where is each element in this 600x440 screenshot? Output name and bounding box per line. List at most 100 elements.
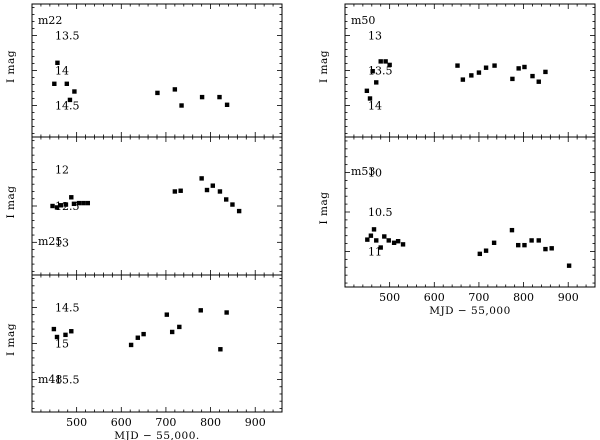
data-point (529, 238, 534, 243)
data-point (400, 242, 406, 247)
data-point (50, 203, 55, 209)
data-point (198, 308, 203, 313)
data-point (199, 176, 204, 181)
x-tick-label: 900 (558, 291, 579, 304)
data-point (76, 200, 82, 206)
data-point (141, 331, 146, 337)
y-axis-label: I mag (318, 50, 330, 83)
x-tick-label: 600 (424, 291, 445, 304)
data-point (383, 59, 388, 64)
y-tick-label: 13.5 (55, 30, 80, 43)
y-tick-label: 11 (368, 245, 382, 258)
data-point (395, 239, 401, 244)
data-point (483, 65, 489, 70)
y-tick-label: 14.5 (55, 100, 80, 113)
data-point (516, 66, 521, 71)
y-tick-label: 14.5 (55, 301, 80, 314)
data-point (378, 245, 383, 250)
data-point (543, 246, 548, 252)
y-tick-label: 14 (368, 100, 382, 113)
data-point (224, 102, 230, 107)
data-point (364, 88, 370, 93)
data-point (223, 197, 229, 202)
data-point (63, 332, 68, 338)
x-tick-label: 800 (513, 291, 534, 304)
data-point (469, 73, 474, 78)
data-point (391, 240, 397, 245)
data-point (85, 200, 91, 206)
y-axis-label: I mag (5, 186, 17, 219)
data-point (81, 200, 86, 206)
data-point (135, 335, 141, 340)
y-axis-label: I mag (5, 50, 17, 83)
data-point (128, 342, 134, 348)
panel-frame (31, 3, 283, 138)
y-tick-label: 13.5 (368, 65, 393, 78)
data-point (387, 62, 392, 68)
data-point (371, 227, 377, 232)
y-tick-label: 10 (368, 167, 382, 180)
data-point (64, 81, 70, 86)
data-point (492, 63, 497, 68)
y-tick-label: 14 (55, 65, 69, 78)
y-axis-label: I mag (318, 192, 330, 225)
y-tick-label: 10.5 (368, 206, 393, 219)
data-point (178, 188, 183, 193)
data-point (549, 246, 554, 251)
data-point (455, 63, 460, 68)
panel-label: m48 (38, 373, 62, 386)
data-point (210, 183, 216, 188)
panel-frame (31, 274, 283, 413)
data-point (491, 240, 497, 245)
data-point (63, 202, 69, 207)
data-point (460, 77, 466, 82)
x-axis-label: MJD − 55,000. (114, 430, 199, 440)
data-point (169, 329, 175, 335)
data-point (522, 64, 527, 70)
y-tick-label: 12 (55, 164, 69, 177)
panel-m50: 13 13.5 14 I mag m50 (318, 3, 596, 138)
data-point (172, 87, 178, 92)
data-point (67, 97, 73, 103)
data-point (55, 60, 60, 65)
x-tick-label: 600 (111, 416, 132, 429)
x-tick-label: 900 (245, 416, 266, 429)
data-point (368, 233, 374, 238)
data-point (510, 76, 515, 82)
data-point (51, 326, 57, 332)
data-point (386, 238, 391, 243)
data-point (530, 73, 535, 79)
data-point (536, 238, 541, 243)
data-point (374, 238, 379, 243)
panel-label: m53 (351, 165, 375, 178)
data-point (164, 312, 170, 317)
y-axis-label: I mag (5, 323, 17, 356)
panel-m48: 14.5 15 15.5 I mag 500 600 700 800 900 MJD − 55,0… (5, 274, 283, 440)
data-point (177, 324, 182, 330)
panel-label: m50 (351, 14, 375, 27)
data-point (172, 189, 178, 194)
data-point (476, 70, 482, 75)
data-point (54, 334, 60, 340)
data-point (516, 242, 521, 248)
x-tick-label: 800 (200, 416, 221, 429)
data-point (155, 90, 160, 96)
data-point (199, 94, 205, 100)
data-point (52, 81, 57, 86)
data-point (365, 237, 370, 242)
data-point (69, 329, 74, 334)
panel-m53: 10 10.5 11 I mag 500 600 700 800 900 MJD − 55,000… (318, 136, 596, 317)
data-point (224, 310, 229, 315)
data-point (382, 234, 387, 239)
x-tick-label: 500 (379, 291, 400, 304)
data-point (217, 189, 223, 194)
data-point (58, 203, 64, 208)
y-tick-label: 15.5 (55, 374, 80, 387)
y-tick-label: 13 (55, 236, 69, 249)
data-point (522, 242, 527, 248)
panel-label: m25 (38, 235, 62, 248)
data-point (230, 202, 235, 207)
y-tick-label: 13 (368, 30, 382, 43)
